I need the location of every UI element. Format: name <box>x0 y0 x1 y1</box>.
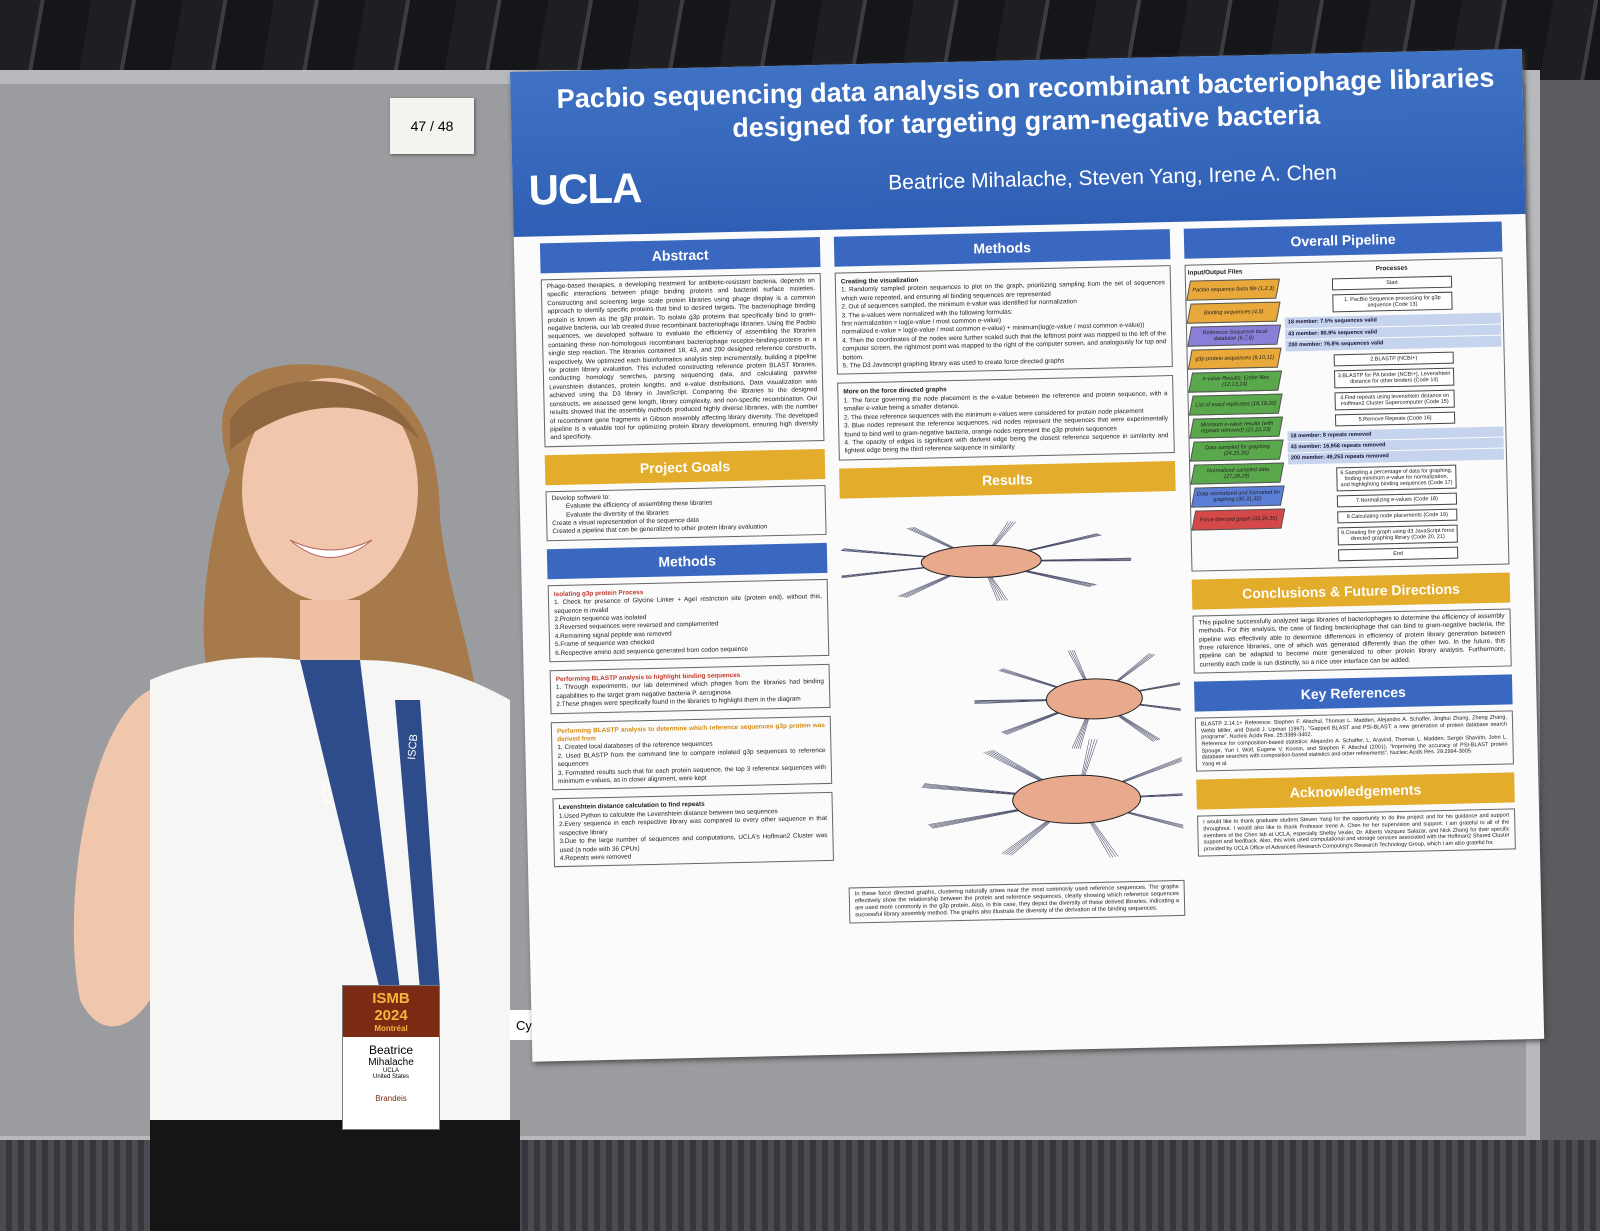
hair-top <box>230 381 420 450</box>
processes-header: Processes <box>1375 264 1408 273</box>
neck <box>300 600 360 660</box>
process-step: 6.Sampling a percentage of data for grap… <box>1336 464 1457 492</box>
process-step: End <box>1338 546 1459 562</box>
poster-title: Pacbio sequencing data analysis on recom… <box>556 62 1495 143</box>
section-heading: Results <box>839 460 1176 499</box>
process-step: 5.Remove Repeats (Code 16) <box>1334 411 1456 426</box>
authors: Beatrice Mihalache, Steven Yang, Irene A… <box>888 161 1338 195</box>
column-left: Abstract Phage-based therapies, a develop… <box>539 237 834 876</box>
process-step: 8.Calculating node placements (Code 19) <box>1337 508 1458 524</box>
section-heading: Project Goals <box>544 448 826 486</box>
abstract-text: Phage-based therapies, a developing trea… <box>540 273 825 448</box>
method-box: Performing BLASTP analysis to determine … <box>550 715 833 791</box>
board-number: 47 / 48 <box>390 98 474 154</box>
section-heading: Overall Pipeline <box>1183 221 1503 259</box>
badge-affiliation: UCLA <box>382 1068 399 1074</box>
conclusions-text: This pipeline successfully analyzed larg… <box>1192 608 1512 674</box>
trousers <box>150 1120 520 1231</box>
graph-cluster <box>1012 774 1142 824</box>
goals-box: Develop software to: Evaluate the efficie… <box>545 484 827 542</box>
file-node: List of exact replicates (18,19,20) <box>1188 393 1283 417</box>
section-heading: Conclusions & Future Directions <box>1191 572 1511 610</box>
results-caption: In these force directed graphs, clusteri… <box>848 880 1186 924</box>
file-node: Minimum e-value results (with repeats re… <box>1189 416 1284 440</box>
arm <box>73 690 150 1027</box>
file-node: Data normalized and formatted for graphi… <box>1190 485 1285 509</box>
method-box: Levenshtein distance calculation to find… <box>552 792 834 868</box>
network-graphs <box>837 521 1237 858</box>
graph-cluster <box>920 544 1042 578</box>
badge-event: ISMB <box>372 990 410 1007</box>
pipeline-diagram: Input/Output Files Pacbio sequence fasta … <box>1184 257 1510 572</box>
process-step: Start <box>1331 276 1453 291</box>
processes-column: Processes Start 1. PacBio Sequence process… <box>1284 261 1507 567</box>
section-heading: Methods <box>546 542 828 580</box>
badge-country: United States <box>372 1074 410 1080</box>
method-box: Creating the visualization 1. Randomly sa… <box>834 265 1173 376</box>
references-box: BLASTP 2.14.1+ Reference: Stephen F. Alt… <box>1194 710 1514 773</box>
face <box>242 378 418 602</box>
file-node: Data sampled for graphing (24,25,26) <box>1189 439 1284 463</box>
column-right: Overall Pipeline Input/Output Files Pacbio… <box>1183 221 1516 865</box>
poster-header: Pacbio sequencing data analysis on recom… <box>510 49 1526 237</box>
file-node: Binding sequences (4,5) <box>1186 301 1281 325</box>
lanyard-text: ISCB <box>406 734 420 761</box>
method-box: Isolating g3p protein Process 1. Check fo… <box>547 578 830 663</box>
process-step: 4.Find repeats using levenshtein distanc… <box>1334 389 1455 410</box>
badge-year: 2024 <box>374 1007 408 1024</box>
files-header: Input/Output Files <box>1187 268 1243 277</box>
section-heading: Methods <box>833 229 1171 267</box>
poster: Pacbio sequencing data analysis on recom… <box>510 49 1545 1062</box>
presenter: ISCB ISCB <box>73 364 520 1231</box>
lanyard <box>300 660 400 990</box>
files-column: Input/Output Files Pacbio sequence fasta … <box>1186 266 1286 569</box>
badge-last-name: Mihalache <box>368 1057 414 1068</box>
file-node: Pacbio sequence fasta file (1,2,3) <box>1186 278 1281 302</box>
section-heading: Abstract <box>539 237 821 274</box>
file-node: Force directed graph (33,34,35) <box>1191 508 1286 532</box>
file-node: Normalized sampled data (27,28,29) <box>1190 462 1285 486</box>
smile <box>289 539 373 558</box>
lanyard <box>395 700 440 990</box>
column-middle: Methods Creating the visualization 1. Rand… <box>833 229 1237 932</box>
badge-sponsor: Brandeis <box>375 1094 407 1103</box>
process-step: 1. PacBio Sequence processing for g3p se… <box>1332 292 1453 313</box>
graph-cluster <box>1045 678 1143 720</box>
process-step: 7.Normalizing e-values (Code 18) <box>1336 492 1458 508</box>
badge-header: ISMB 2024 Montréal <box>343 986 439 1037</box>
section-heading: Key References <box>1194 674 1513 712</box>
badge-first-name: Beatrice <box>368 1043 414 1057</box>
lanyard-text: ISCB <box>317 778 333 805</box>
method-box: Performing BLASTP analysis to highlight … <box>549 663 831 714</box>
process-step: 2.BLASTP (NCBI+) <box>1333 351 1454 367</box>
file-node: Reference Sequence local database (6,7,8… <box>1187 324 1282 348</box>
badge-city: Montréal <box>374 1024 408 1033</box>
method-box: More on the force directed graphs 1. The … <box>837 375 1175 461</box>
process-step: 9.Creating the graph using d3 JavaScript… <box>1337 524 1458 546</box>
process-step: 3.BLASTP for PA binder (NCBI+), Levensht… <box>1333 367 1455 389</box>
acknowledgements-text: I would like to thank graduate student S… <box>1197 808 1516 857</box>
file-node: e-value Results: Entire files (12,13,14) <box>1188 370 1283 394</box>
file-node: g3p protein sequences (9,10,11) <box>1187 347 1282 371</box>
section-heading: Acknowledgements <box>1196 772 1515 811</box>
name-badge: ISMB 2024 Montréal Beatrice Mihalache UC… <box>342 985 440 1130</box>
